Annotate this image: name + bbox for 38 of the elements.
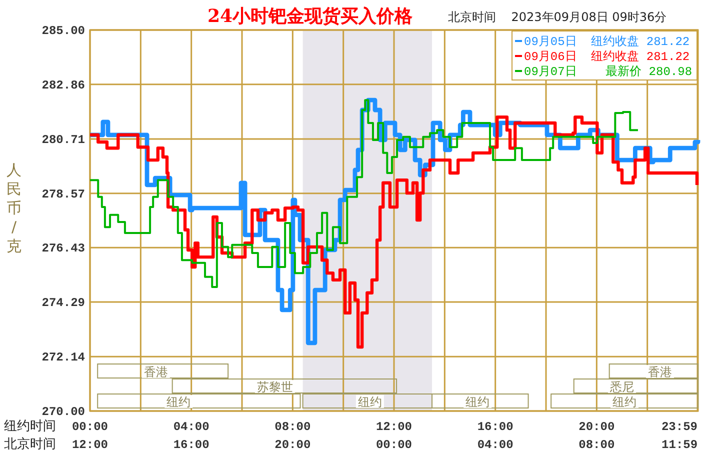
annotation: 香港 [144,365,168,379]
x-tick-label: 04:00 [173,420,210,434]
y-tick-label: 272.14 [42,350,85,365]
y-tick-label: 270.00 [42,405,85,419]
y-tick-label: 276.43 [42,242,85,256]
legend-label: 09月06日 纽约收盘 281.22 [524,50,690,64]
x2-tick-label: 12:00 [72,438,108,452]
y-tick-label: 282.86 [42,78,85,92]
annotation: 纽约 [466,395,490,409]
annotation: 香港 [648,365,672,379]
y-tick-label: 280.71 [42,132,85,147]
x-tick-label: 23:59 [661,420,698,434]
legend-label: 09月07日 最新价 280.98 [524,64,692,79]
x2-tick-label: 20:00 [274,438,311,452]
annotation: 悉尼 [609,380,634,394]
annotation: 纽约 [166,395,191,409]
x2-tick-label: 08:00 [578,438,615,452]
legend-label: 09月05日 纽约收盘 281.22 [524,35,690,49]
annotation: 纽约 [358,395,382,409]
y-axis-title: 人民币/克 [6,161,22,255]
x-tick-label: 20:00 [578,420,615,434]
x-tick-label: 16:00 [477,420,514,434]
y-tick-label: 278.57 [42,187,85,202]
chart-title: 24小时钯金现货买入价格 [207,6,414,27]
x-tick-label: 12:00 [376,420,412,434]
x2-tick-label: 04:00 [477,438,514,452]
x2-tick-label: 00:00 [376,438,412,452]
x-tick-label: 08:00 [274,420,311,434]
x2-axis-title: 北京时间 [4,437,56,452]
y-tick-label: 274.29 [42,296,85,310]
x2-tick-label: 11:59 [662,438,698,452]
x2-tick-label: 16:00 [173,438,210,452]
x-axis-title: 纽约时间 [4,419,56,434]
x-tick-label: 00:00 [72,420,108,434]
chart-subtitle: 北京时间 2023年09月08日 09时36分 [448,10,667,24]
annotation: 纽约 [612,395,637,409]
y-tick-label: 285.00 [42,24,85,38]
annotation: 苏黎世 [256,380,293,394]
